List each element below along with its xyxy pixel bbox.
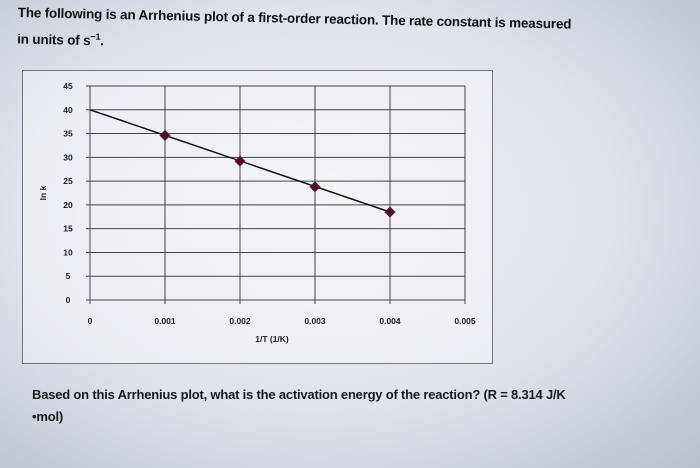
y-tick-label: 15 xyxy=(63,224,73,234)
x-tick-label: 0.004 xyxy=(379,316,401,326)
y-tick-label: 30 xyxy=(63,152,73,162)
y-tick-label: 35 xyxy=(63,129,73,139)
y-tick-label: 5 xyxy=(66,271,71,281)
question-prompt: Based on this Arrhenius plot, what is th… xyxy=(32,384,632,428)
data-point xyxy=(384,206,396,218)
y-tick-label: 40 xyxy=(63,105,73,115)
x-tick-label: 0 xyxy=(88,316,93,326)
y-tick-label: 0 xyxy=(66,295,71,305)
y-tick-label: 20 xyxy=(63,200,73,210)
y-tick-label: 10 xyxy=(63,247,73,257)
x-axis-label: 1/T (1/K) xyxy=(255,334,289,344)
y-axis-label: ln k xyxy=(38,185,48,200)
x-tick-label: 0.002 xyxy=(229,316,251,326)
x-tick-label: 0.005 xyxy=(454,316,476,326)
prompt-line-2: •mol) xyxy=(32,409,63,424)
prompt-line-1: Based on this Arrhenius plot, what is th… xyxy=(32,387,566,402)
data-point xyxy=(159,129,171,142)
chart-frame xyxy=(22,70,493,364)
x-tick-label: 0.003 xyxy=(304,316,326,326)
y-tick-label: 25 xyxy=(63,176,73,186)
y-tick-label: 45 xyxy=(63,81,73,91)
x-tick-label: 0.001 xyxy=(154,316,176,326)
data-point xyxy=(309,181,321,193)
data-point xyxy=(234,155,246,167)
